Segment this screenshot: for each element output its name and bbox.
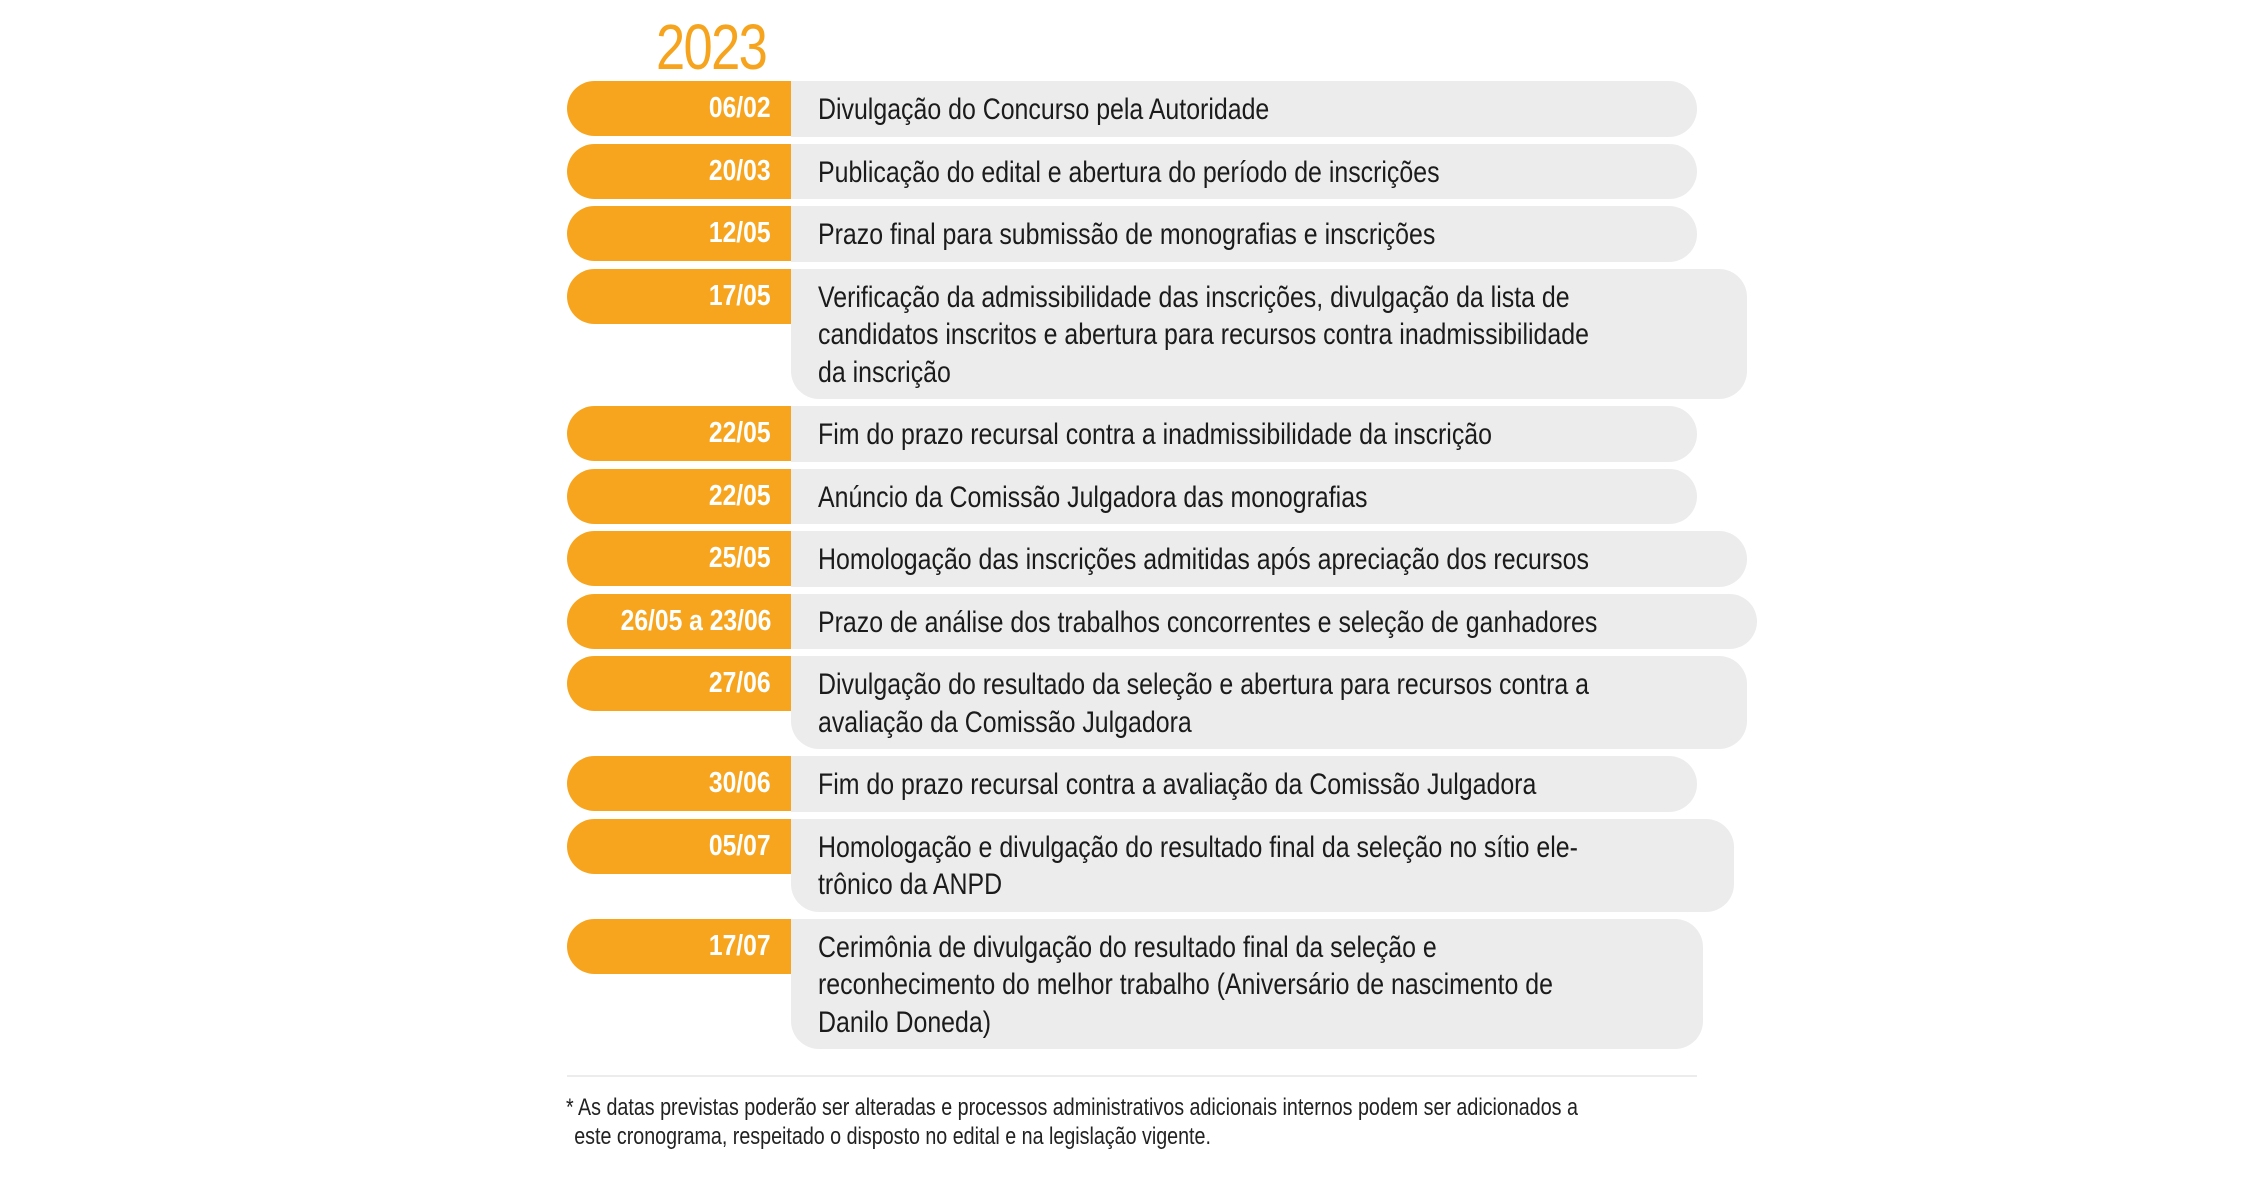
footnote-line: * As datas previstas poderão ser alterad… (566, 1094, 1578, 1121)
description-line: trônico da ANPD (818, 868, 1003, 901)
event-description: Homologação das inscrições admitidas apó… (791, 531, 1747, 587)
timeline-row: 12/05 Prazo final para submissão de monog… (567, 206, 1697, 262)
timeline-row: 22/05 Fim do prazo recursal contra a inad… (567, 406, 1697, 462)
timeline-row: 25/05 Homologação das inscrições admitida… (567, 531, 1747, 587)
description-line: candidatos inscritos e abertura para rec… (818, 318, 1589, 351)
event-description: Prazo de análise dos trabalhos concorren… (791, 593, 1757, 649)
timeline-row: 22/05 Anúncio da Comissão Julgadora das m… (567, 468, 1697, 524)
description-line: Fim do prazo recursal contra a inadmissi… (818, 418, 1492, 451)
date-pill: 22/05 (567, 468, 791, 524)
description-line: Homologação e divulgação do resultado fi… (818, 830, 1578, 864)
date-pill: 06/02 (567, 81, 791, 136)
date-pill: 12/05 (567, 206, 791, 261)
description-line: Publicação do edital e abertura do perío… (818, 155, 1440, 189)
event-description: Fim do prazo recursal contra a inadmissi… (791, 406, 1697, 462)
timeline-row: 17/05 Verificação da admissibilidade das … (567, 268, 1747, 399)
event-date: 12/05 (709, 217, 771, 249)
event-description: Cerimônia de divulgação do resultado fin… (791, 918, 1704, 1049)
date-pill: 17/05 (567, 268, 791, 324)
event-date: 20/03 (709, 154, 771, 187)
event-date: 17/05 (709, 279, 771, 312)
year-heading: 2023 (656, 11, 768, 83)
event-date: 06/02 (709, 92, 771, 124)
event-description: Anúncio da Comissão Julgadora das monogr… (791, 468, 1697, 524)
footnote-line: este cronograma, respeitado o disposto n… (574, 1123, 1211, 1150)
footnote: * As datas previstas poderão ser alterad… (566, 1093, 1800, 1151)
date-pill: 20/03 (567, 143, 791, 199)
event-description: Prazo final para submissão de monografia… (791, 206, 1697, 262)
date-pill: 30/06 (567, 756, 791, 811)
timeline-row: 05/07 Homologação e divulgação do resulta… (567, 818, 1734, 912)
date-pill: 26/05 a 23/06 (567, 593, 791, 649)
timeline-row: 27/06 Divulgação do resultado da seleção … (567, 656, 1747, 749)
timeline-row: 06/02 Divulgação do Concurso pela Autorid… (567, 81, 1697, 137)
divider (567, 1075, 1697, 1077)
event-date: 22/05 (709, 479, 771, 512)
event-date: 17/07 (709, 929, 771, 962)
event-date: 22/05 (709, 417, 771, 449)
description-line: avaliação da Comissão Julgadora (818, 705, 1192, 739)
event-description: Divulgação do Concurso pela Autoridade (791, 81, 1697, 137)
description-line: Divulgação do resultado da seleção e abe… (818, 668, 1589, 701)
timeline: 06/02 Divulgação do Concurso pela Autorid… (567, 81, 1757, 1056)
event-date: 27/06 (709, 667, 771, 699)
description-line: Prazo final para submissão de monografia… (818, 218, 1436, 251)
description-line: Fim do prazo recursal contra a avaliação… (818, 768, 1537, 801)
event-description: Verificação da admissibilidade das inscr… (791, 268, 1747, 399)
date-pill: 22/05 (567, 406, 791, 461)
timeline-row: 30/06 Fim do prazo recursal contra a aval… (567, 756, 1697, 812)
date-pill: 05/07 (567, 818, 791, 874)
description-line: Verificação da admissibilidade das inscr… (818, 280, 1570, 314)
description-line: Homologação das inscrições admitidas apó… (818, 543, 1589, 576)
event-date: 30/06 (709, 767, 771, 799)
date-pill: 17/07 (567, 918, 791, 974)
description-line: Anúncio da Comissão Julgadora das monogr… (818, 480, 1368, 514)
description-line: Divulgação do Concurso pela Autoridade (818, 93, 1270, 126)
event-date: 26/05 a 23/06 (620, 604, 771, 637)
event-date: 25/05 (709, 542, 771, 574)
date-pill: 27/06 (567, 656, 791, 711)
event-description: Homologação e divulgação do resultado fi… (791, 818, 1734, 912)
description-line: da inscrição (818, 355, 951, 389)
timeline-row: 20/03 Publicação do edital e abertura do … (567, 143, 1697, 199)
description-line: reconhecimento do melhor trabalho (Anive… (818, 968, 1553, 1001)
description-line: Prazo de análise dos trabalhos concorren… (818, 605, 1598, 639)
description-line: Cerimônia de divulgação do resultado fin… (818, 930, 1437, 964)
event-date: 05/07 (709, 829, 771, 862)
event-description: Fim do prazo recursal contra a avaliação… (791, 756, 1697, 812)
date-pill: 25/05 (567, 531, 791, 586)
timeline-row: 17/07 Cerimônia de divulgação do resultad… (567, 918, 1704, 1049)
description-line: Danilo Doneda) (818, 1005, 992, 1039)
event-description: Divulgação do resultado da seleção e abe… (791, 656, 1747, 749)
event-description: Publicação do edital e abertura do perío… (791, 143, 1697, 199)
timeline-row: 26/05 a 23/06 Prazo de análise dos trabal… (567, 593, 1757, 649)
